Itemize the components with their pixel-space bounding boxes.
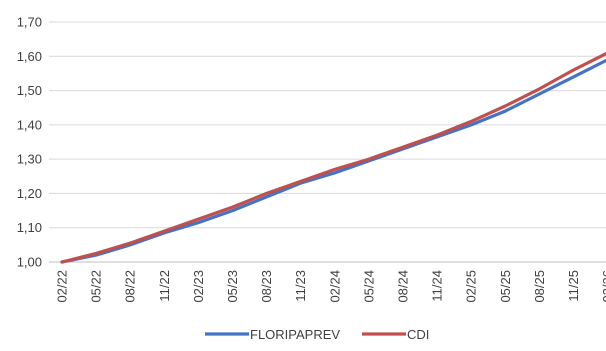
x-tick-label: 08/22 (123, 270, 138, 303)
legend: FLORIPAPREV CDI (205, 327, 429, 342)
x-tick-label: 05/22 (89, 270, 104, 303)
y-tick-label: 1,40 (17, 117, 42, 132)
y-tick-label: 1,00 (17, 255, 42, 270)
x-tick-label: 11/24 (430, 270, 445, 302)
legend-label: FLORIPAPREV (250, 327, 340, 342)
x-tick-label: 05/25 (498, 270, 513, 303)
x-tick-label: 11/23 (293, 270, 308, 302)
x-tick-label: 08/24 (396, 270, 411, 303)
y-tick-label: 1,30 (17, 152, 42, 167)
x-tick-label: 02/24 (327, 270, 342, 303)
y-tick-label: 1,70 (17, 15, 42, 30)
x-tick-label: 02/23 (191, 270, 206, 303)
series-line-cdi (60, 51, 606, 264)
x-tick-label: 02/25 (464, 270, 479, 303)
y-tick-labels: 1,00 1,10 1,20 1,30 1,40 1,50 1,60 1,70 (17, 15, 42, 270)
y-tick-label: 1,50 (17, 83, 42, 98)
series-line-floripaprev (60, 58, 606, 264)
x-tick-labels: 02/22 05/22 08/22 11/22 02/23 05/23 08/23 11/23… (55, 270, 606, 303)
grid-layer (49, 21, 606, 229)
y-tick-label: 1,60 (17, 49, 42, 64)
x-tick-label: 02/22 (55, 270, 70, 303)
x-tick-label: 11/25 (566, 270, 581, 302)
x-tick-label: 05/24 (361, 270, 376, 303)
x-tick-label: 02/26 (600, 270, 606, 303)
x-tick-label: 05/23 (225, 270, 240, 303)
x-tick-label: 11/22 (157, 270, 172, 302)
y-tick-label: 1,10 (17, 220, 42, 235)
x-tick-label: 08/23 (259, 270, 274, 303)
legend-label: CDI (407, 327, 429, 342)
x-tick-label: 08/25 (532, 270, 547, 303)
y-tick-label: 1,20 (17, 186, 42, 201)
series-layer (60, 51, 606, 264)
